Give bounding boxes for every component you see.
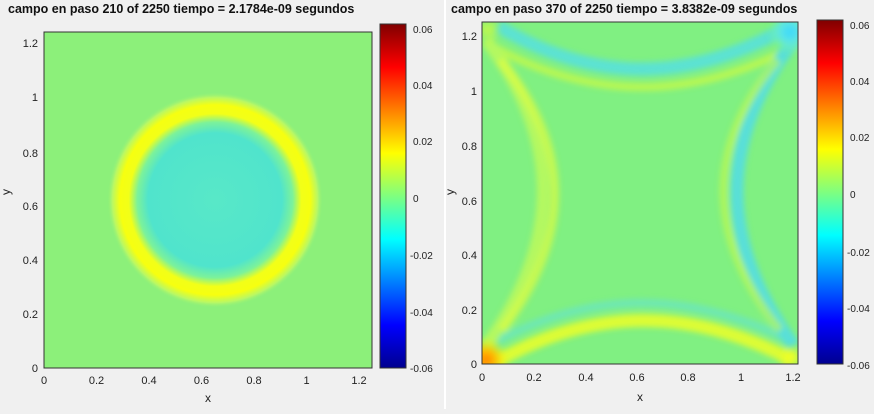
right-xtick-5: 1 <box>738 372 744 384</box>
right-y-ticks: 0 0.2 0.4 0.6 0.8 1 1.2 <box>462 31 477 371</box>
left-cbtick-2: -0.02 <box>410 251 433 262</box>
left-cbtick-5: 0.04 <box>413 81 433 92</box>
left-y-ticks: 0 0.2 0.4 0.6 0.8 1 1.2 <box>23 38 38 375</box>
left-x-axis-label: x <box>205 391 211 405</box>
left-ytick-4: 0.8 <box>23 148 38 160</box>
right-xtick-6: 1.2 <box>785 372 800 384</box>
right-cbtick-2: -0.02 <box>847 248 870 259</box>
right-ytick-4: 0.8 <box>462 141 477 153</box>
right-x-axis-label: x <box>637 390 643 404</box>
left-ytick-5: 1 <box>32 92 38 104</box>
left-chart-title: campo en paso 210 of 2250 tiempo = 2.178… <box>8 2 354 16</box>
left-xtick-2: 0.4 <box>141 375 156 387</box>
right-x-ticks: 0 0.2 0.4 0.6 0.8 1 1.2 <box>479 372 801 384</box>
left-colorbar-ticks: -0.06 -0.04 -0.02 0 0.02 0.04 0.06 <box>410 25 433 375</box>
right-xtick-3: 0.6 <box>629 372 644 384</box>
right-heatmap-field <box>482 22 798 364</box>
left-panel: campo en paso 210 of 2250 tiempo = 2.178… <box>0 2 433 405</box>
left-cbtick-3: 0 <box>413 194 419 205</box>
left-xtick-3: 0.6 <box>194 375 209 387</box>
right-cbtick-1: -0.04 <box>847 304 870 315</box>
left-cbtick-1: -0.04 <box>410 308 433 319</box>
right-axes-box <box>481 21 799 365</box>
left-ytick-6: 1.2 <box>23 38 38 50</box>
right-xtick-1: 0.2 <box>526 372 541 384</box>
left-xtick-5: 1 <box>303 375 309 387</box>
right-y-axis-label: y <box>443 189 457 195</box>
left-ytick-2: 0.4 <box>23 255 38 267</box>
left-cbtick-4: 0.02 <box>413 137 433 148</box>
right-ytick-0: 0 <box>471 359 477 371</box>
left-xtick-0: 0 <box>41 375 47 387</box>
right-cbtick-6: 0.06 <box>850 21 870 32</box>
left-xtick-1: 0.2 <box>89 375 104 387</box>
right-ytick-1: 0.2 <box>462 305 477 317</box>
right-ytick-6: 1.2 <box>462 31 477 43</box>
left-ytick-3: 0.6 <box>23 201 38 213</box>
left-xtick-6: 1.2 <box>351 375 366 387</box>
left-colorbar <box>379 23 407 369</box>
right-ytick-2: 0.4 <box>462 250 477 262</box>
left-ytick-1: 0.2 <box>23 309 38 321</box>
right-xtick-0: 0 <box>479 372 485 384</box>
right-ytick-3: 0.6 <box>462 196 477 208</box>
left-x-ticks: 0 0.2 0.4 0.6 0.8 1 1.2 <box>41 375 367 387</box>
left-ytick-0: 0 <box>32 363 38 375</box>
right-panel: campo en paso 370 of 2250 tiempo = 3.838… <box>443 2 870 404</box>
left-cbtick-6: 0.06 <box>413 25 433 36</box>
right-ytick-5: 1 <box>471 86 477 98</box>
right-colorbar-ticks: -0.06 -0.04 -0.02 0 0.02 0.04 0.06 <box>847 21 870 372</box>
panel-divider <box>444 0 446 409</box>
right-colorbar <box>816 19 844 365</box>
right-chart-title: campo en paso 370 of 2250 tiempo = 3.838… <box>451 2 797 16</box>
right-heatmap-cold-corner <box>768 22 798 54</box>
left-heatmap-ring <box>107 92 323 308</box>
right-heatmap-hot-corner <box>482 338 508 364</box>
right-xtick-2: 0.4 <box>578 372 593 384</box>
left-cbtick-0: -0.06 <box>410 364 433 375</box>
right-cbtick-0: -0.06 <box>847 361 870 372</box>
right-cbtick-5: 0.04 <box>850 77 870 88</box>
right-cbtick-4: 0.02 <box>850 133 870 144</box>
right-xtick-4: 0.8 <box>680 372 695 384</box>
left-y-axis-label: y <box>0 189 13 195</box>
right-cbtick-3: 0 <box>850 190 856 201</box>
left-xtick-4: 0.8 <box>246 375 261 387</box>
left-axes-box <box>43 31 373 369</box>
